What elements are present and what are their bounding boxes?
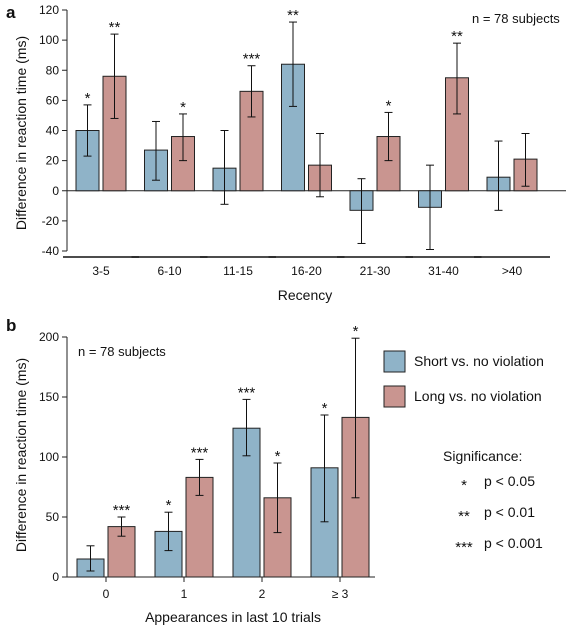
panel-b-y-tick-label: 200	[39, 330, 59, 344]
panel-a-ylabel: Difference in reaction time (ms)	[13, 36, 29, 230]
panel-b-y-tick-label: 150	[39, 390, 59, 404]
panel-a-xlabel: Recency	[278, 287, 332, 303]
panel-a-category-label: 21-30	[360, 264, 391, 278]
legend: Short vs. no violation Long vs. no viola…	[383, 350, 544, 556]
legend-label-short: Short vs. no violation	[414, 353, 544, 369]
sig-level-1-stars: *	[461, 477, 467, 494]
panel-b-sig-long: *	[353, 323, 359, 340]
panel-a-y-tick-label: 120	[39, 3, 59, 17]
panel-a-sig-long: *	[180, 99, 186, 116]
panel-b-xlabel: Appearances in last 10 trials	[145, 609, 321, 625]
legend-swatch-short	[383, 350, 406, 373]
sig-level-3-stars: ***	[455, 539, 473, 556]
panel-a-category-label: >40	[502, 264, 523, 278]
panel-a-plot: -40-200204060801001203-5***6-10*11-15***…	[39, 3, 566, 278]
significance-title: Significance:	[443, 448, 522, 464]
panel-b-ylabel: Difference in reaction time (ms)	[13, 358, 29, 552]
panel-a-sig-long: **	[451, 28, 463, 45]
panel-b-y-tick-label: 100	[39, 450, 59, 464]
panel-b-category-label: 1	[181, 587, 188, 601]
sig-level-2-text: p < 0.01	[484, 504, 535, 520]
panel-a-category-label: 11-15	[223, 264, 253, 278]
panel-b-category-label: 0	[103, 587, 110, 601]
panel-a-y-tick-label: 100	[39, 33, 59, 47]
panel-b-category-label: 2	[259, 587, 266, 601]
legend-swatch-long	[383, 385, 406, 408]
panel-a-sig-long: ***	[243, 51, 261, 68]
panel-a-y-tick-label: 20	[46, 154, 60, 168]
panel-a-y-tick-label: 0	[52, 184, 59, 198]
sig-level-1-text: p < 0.05	[484, 473, 535, 489]
panel-a-category-label: 6-10	[157, 264, 181, 278]
panel-a-y-tick-label: -40	[42, 244, 60, 258]
panel-b-sig-short: *	[166, 497, 172, 514]
panel-a-category-label: 31-40	[428, 264, 459, 278]
panel-a-y-tick-label: -20	[42, 214, 60, 228]
panel-b-label: b	[6, 316, 16, 335]
panel-a-label: a	[6, 3, 16, 22]
panel-a-sig-long: **	[109, 19, 121, 36]
panel-b-sig-long: ***	[191, 444, 209, 461]
panel-b-note: n = 78 subjects	[78, 344, 166, 359]
sig-level-3-text: p < 0.001	[484, 535, 543, 551]
panel-b-y-tick-label: 0	[52, 570, 59, 584]
panel-b-sig-long: *	[275, 448, 281, 465]
panel-a-note: n = 78 subjects	[472, 11, 560, 26]
panel-a-category-label: 3-5	[92, 264, 110, 278]
panel-a-category-label: 16-20	[291, 264, 322, 278]
panel-b-sig-short: ***	[238, 384, 256, 401]
panel-a-y-tick-label: 80	[46, 63, 60, 77]
panel-a-y-tick-label: 40	[46, 124, 60, 138]
legend-label-long: Long vs. no violation	[414, 388, 542, 404]
panel-b-category-label: ≥ 3	[332, 587, 349, 601]
panel-a-sig-short: **	[287, 7, 299, 24]
panel-b-sig-long: ***	[113, 502, 131, 519]
panel-a-sig-long: *	[386, 97, 392, 114]
sig-level-2-stars: **	[458, 508, 470, 525]
panel-b-sig-short: *	[322, 400, 328, 417]
panel-a-sig-short: *	[85, 90, 91, 107]
panel-b-y-tick-label: 50	[46, 510, 60, 524]
panel-a-y-tick-label: 60	[46, 93, 60, 107]
